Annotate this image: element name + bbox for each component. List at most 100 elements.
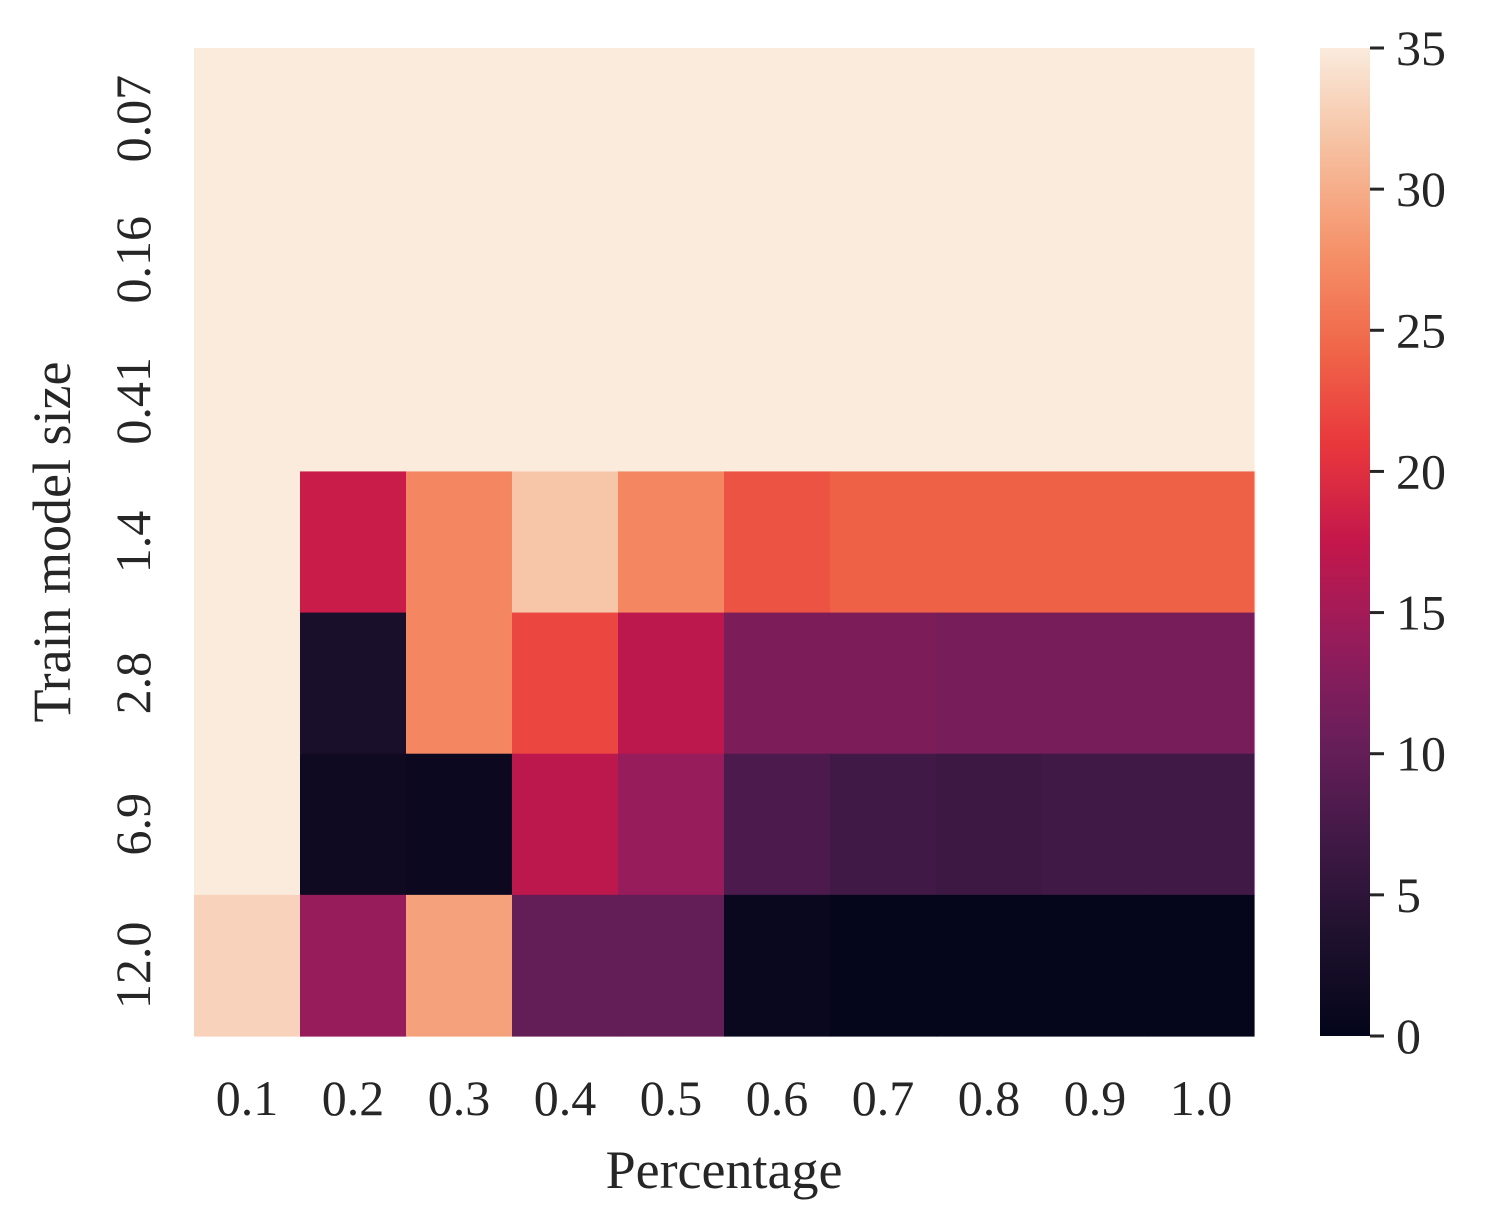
heatmap-cell	[300, 189, 407, 331]
x-tick-label: 0.3	[428, 1070, 491, 1126]
colorbar-tick-label: 5	[1396, 867, 1421, 923]
heatmap-cell	[1148, 471, 1255, 614]
heatmap-cell	[300, 48, 407, 190]
heatmap-cell	[194, 471, 301, 614]
colorbar	[1320, 48, 1370, 1036]
heatmap-cell	[936, 894, 1043, 1037]
heatmap-cell	[1042, 330, 1149, 473]
x-tick-label: 0.2	[322, 1070, 385, 1126]
x-tick-label: 0.7	[852, 1070, 915, 1126]
heatmap-cell	[512, 894, 619, 1037]
colorbar-tick-label: 10	[1396, 726, 1446, 782]
x-tick-label: 0.8	[958, 1070, 1021, 1126]
heatmap-cell	[618, 612, 725, 755]
y-tick-label: 0.16	[105, 216, 161, 304]
heatmap-cell	[936, 612, 1043, 755]
heatmap-cell	[1148, 189, 1255, 331]
heatmap-cell	[406, 48, 513, 190]
heatmap-cell	[936, 48, 1043, 190]
heatmap-cell	[618, 189, 725, 331]
heatmap-cell	[406, 753, 513, 896]
y-tick-labels: 0.07 0.16 0.41 1.4 2.8 6.9 12.0	[105, 75, 161, 1009]
colorbar-tick-label: 15	[1396, 585, 1446, 641]
heatmap-cell	[406, 330, 513, 473]
heatmap-cell	[1042, 894, 1149, 1037]
colorbar-tick-label: 20	[1396, 443, 1446, 499]
heatmap-cell	[194, 612, 301, 755]
heatmap-cell	[1148, 330, 1255, 473]
y-axis-label: Train model size	[22, 362, 82, 723]
heatmap-cell	[1042, 48, 1149, 190]
y-tick-label: 0.41	[105, 357, 161, 445]
heatmap-cell	[618, 330, 725, 473]
heatmap-cell	[300, 612, 407, 755]
heatmap-cell	[724, 612, 831, 755]
heatmap-cell	[830, 330, 937, 473]
colorbar-tick-label: 0	[1396, 1008, 1421, 1064]
heatmap-cell	[936, 753, 1043, 896]
heatmap-cell	[1042, 753, 1149, 896]
heatmap-cell	[830, 189, 937, 331]
heatmap-cell	[618, 894, 725, 1037]
x-tick-label: 0.1	[216, 1070, 279, 1126]
heatmap-cell	[1042, 612, 1149, 755]
x-tick-label: 0.5	[640, 1070, 703, 1126]
heatmap-cell	[1148, 48, 1255, 190]
y-tick-label: 6.9	[105, 793, 161, 856]
heatmap-cell	[724, 894, 831, 1037]
heatmap-cell	[300, 330, 407, 473]
heatmap-cell	[830, 48, 937, 190]
x-tick-labels: 0.1 0.2 0.3 0.4 0.5 0.6 0.7 0.8 0.9 1.0	[216, 1070, 1233, 1126]
heatmap-cell	[618, 471, 725, 614]
x-axis-label: Percentage	[606, 1140, 843, 1200]
heatmap-cell	[724, 471, 831, 614]
heatmap-cell	[194, 753, 301, 896]
heatmap-cell	[406, 894, 513, 1037]
heatmap-cell	[1148, 894, 1255, 1037]
heatmap-cell	[194, 48, 301, 190]
heatmap-cell	[1148, 753, 1255, 896]
heatmap-cell	[512, 612, 619, 755]
heatmap-cell	[512, 48, 619, 190]
heatmap-cell	[1042, 471, 1149, 614]
colorbar-tick-label: 25	[1396, 302, 1446, 358]
heatmap-cell	[406, 189, 513, 331]
heatmap-cell	[936, 189, 1043, 331]
heatmap-cell	[194, 894, 301, 1037]
y-tick-label: 0.07	[105, 75, 161, 163]
colorbar-tick-label: 30	[1396, 161, 1446, 217]
heatmap-cell	[724, 330, 831, 473]
heatmap-cell	[300, 894, 407, 1037]
y-tick-label: 2.8	[105, 652, 161, 715]
heatmap-cell	[936, 471, 1043, 614]
heatmap-cell	[512, 753, 619, 896]
heatmap-cell	[618, 48, 725, 190]
x-tick-label: 1.0	[1170, 1070, 1233, 1126]
heatmap-cell	[194, 330, 301, 473]
heatmap-cell	[724, 48, 831, 190]
heatmap-cell	[512, 471, 619, 614]
heatmap-cell	[194, 189, 301, 331]
x-tick-label: 0.4	[534, 1070, 597, 1126]
heatmap-cell	[1148, 612, 1255, 755]
heatmap-cell	[300, 471, 407, 614]
heatmap-cell	[406, 471, 513, 614]
heatmap-cell	[936, 330, 1043, 473]
heatmap-cell	[512, 189, 619, 331]
heatmap-cell	[406, 612, 513, 755]
colorbar-ticks: 0 5 10 15 20 25 30 35	[1370, 20, 1446, 1064]
heatmap-cell	[830, 612, 937, 755]
heatmap-cell	[512, 330, 619, 473]
heatmap-cell	[724, 753, 831, 896]
heatmap-cell	[300, 753, 407, 896]
x-tick-label: 0.6	[746, 1070, 809, 1126]
heatmap-cell	[830, 753, 937, 896]
heatmap-cell	[830, 894, 937, 1037]
y-tick-label: 1.4	[105, 511, 161, 574]
heatmap-cell	[830, 471, 937, 614]
heatmap-cells	[194, 48, 1255, 1037]
heatmap-cell	[724, 189, 831, 331]
y-tick-label: 12.0	[105, 922, 161, 1010]
heatmap-cell	[1042, 189, 1149, 331]
